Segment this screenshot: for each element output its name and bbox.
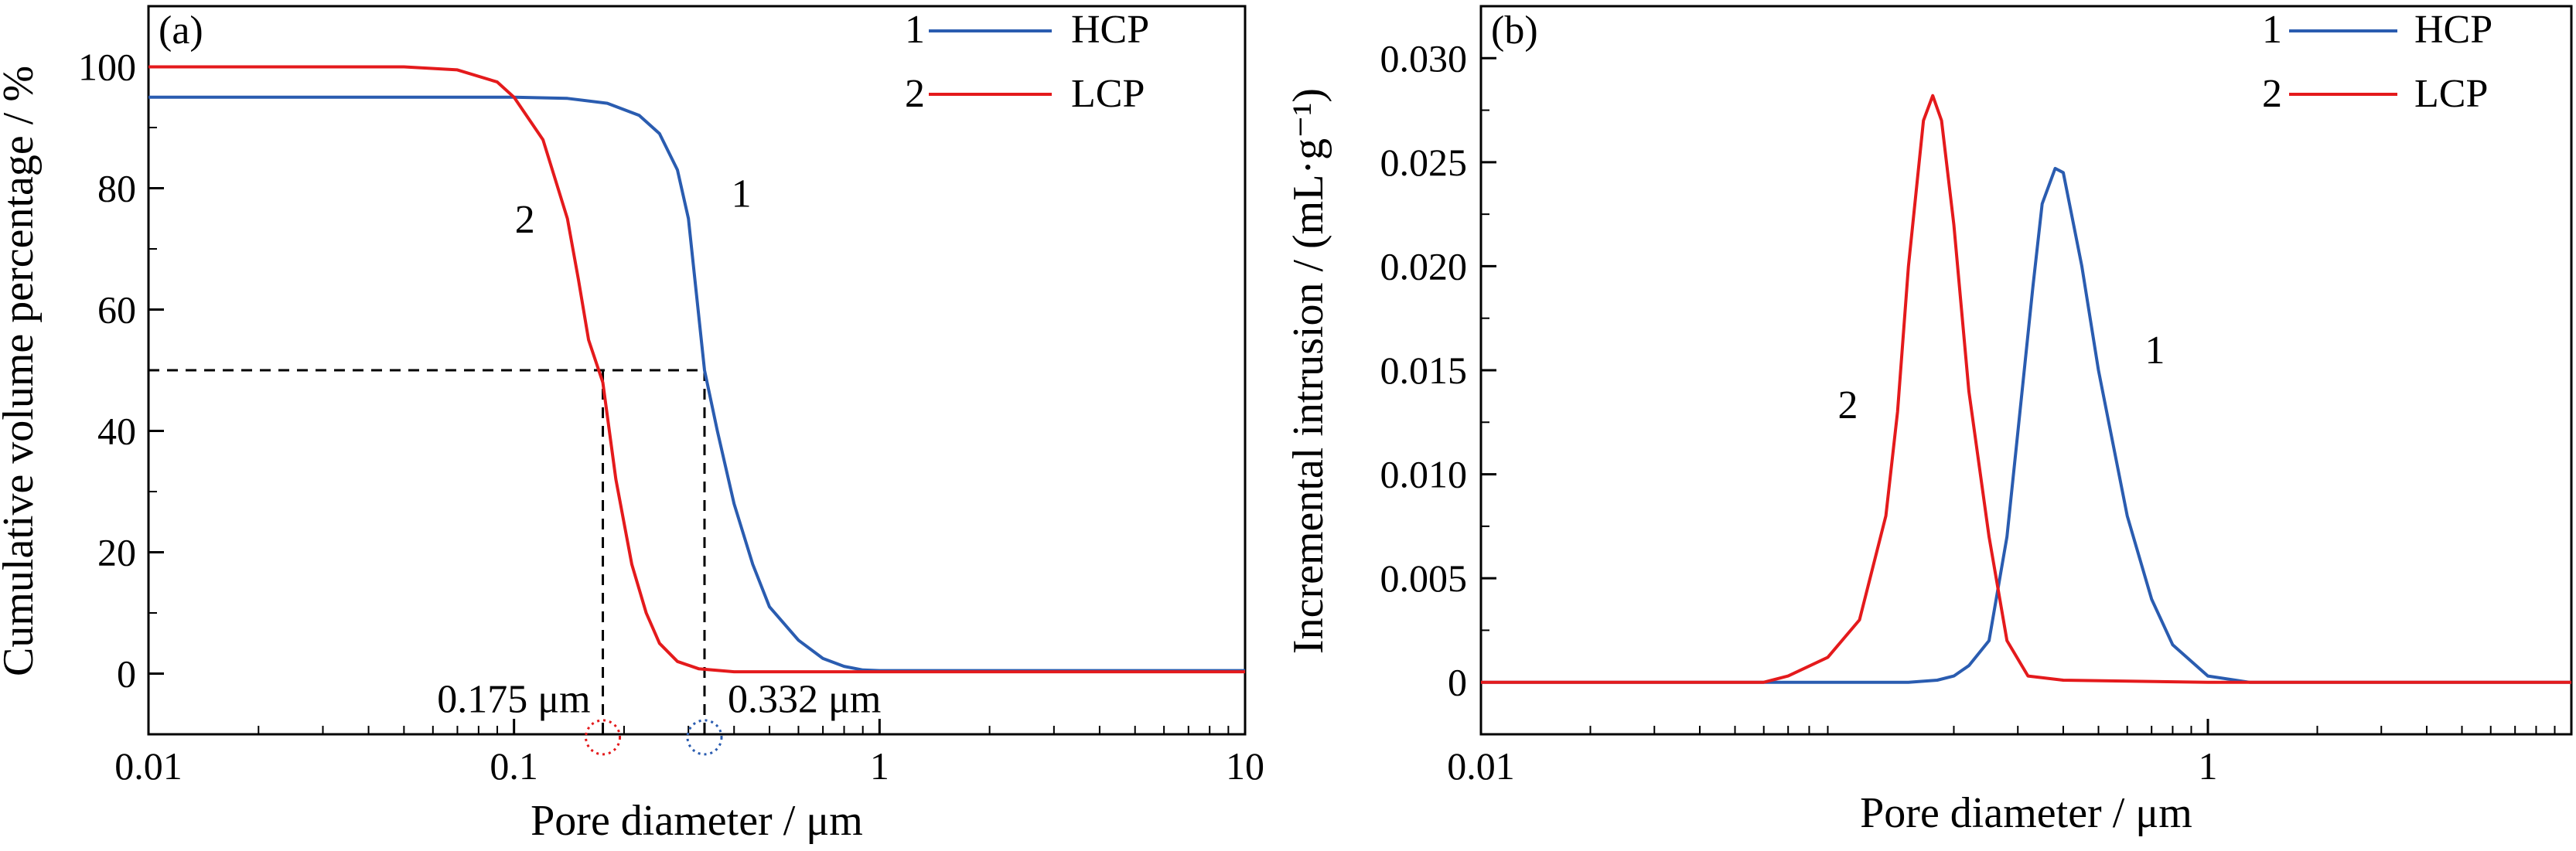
x-tick-label: 0.01	[1447, 744, 1515, 788]
legend-label-hcp: HCP	[2414, 8, 2492, 52]
legend-number-lcp: 2	[2262, 72, 2282, 116]
legend-label-hcp: HCP	[1071, 8, 1149, 52]
y-axis-title: Incremental intrusion / (mL·g⁻¹)	[1285, 88, 1332, 654]
y-tick-label: 0.025	[1380, 141, 1468, 184]
y-tick-label: 60	[97, 288, 136, 332]
y-tick-label: 100	[78, 46, 136, 89]
x-tick-label: 0.1	[490, 744, 538, 788]
panel-label: (b)	[1491, 9, 1538, 53]
curve-label-hcp: 1	[732, 172, 752, 216]
curve-label-hcp: 1	[2145, 328, 2165, 373]
x-tick-label: 1	[870, 744, 889, 788]
legend-number-hcp: 1	[905, 8, 925, 52]
x-axis-title: Pore diameter / μm	[531, 797, 863, 845]
series-line-lcp	[1481, 94, 2571, 684]
curve-label-lcp: 2	[515, 198, 535, 242]
y-tick-label: 0.030	[1380, 36, 1468, 80]
y-tick-label: 20	[97, 531, 136, 574]
curve-label-lcp: 2	[1838, 383, 1858, 427]
y-axis-title: Cumulative volume percentage / %	[0, 66, 43, 676]
y-tick-label: 0.020	[1380, 244, 1468, 288]
x-tick-label: 1	[2199, 744, 2218, 788]
y-tick-label: 0.005	[1380, 557, 1468, 600]
legend: 1 HCP 2 LCP	[2262, 8, 2492, 116]
x-tick-label: 0.01	[114, 744, 183, 788]
series-line-lcp	[148, 65, 1245, 674]
panel-label: (a)	[159, 9, 203, 53]
plot-frame	[1479, 5, 2573, 736]
x-tick-label: 10	[1226, 744, 1264, 788]
y-tick-label: 0.010	[1380, 453, 1468, 496]
legend-label-lcp: LCP	[2414, 72, 2488, 116]
series-line-hcp	[148, 95, 1245, 672]
legend-number-hcp: 1	[2262, 8, 2282, 52]
y-tick-label: 0.015	[1380, 349, 1468, 392]
y-tick-label: 0	[117, 652, 136, 696]
median-marker-lcp	[585, 719, 622, 756]
series-line-hcp	[1481, 166, 2571, 684]
legend: 1 HCP 2 LCP	[905, 8, 1149, 116]
median-marker-hcp	[686, 719, 723, 756]
annotation-hcp-median: 0.332 μm	[728, 677, 881, 721]
y-tick-label: 40	[97, 410, 136, 453]
x-axis-title: Pore diameter / μm	[1860, 789, 2192, 837]
legend-label-lcp: LCP	[1071, 72, 1145, 116]
y-tick-label: 80	[97, 167, 136, 210]
annotation-lcp-median: 0.175 μm	[437, 677, 590, 721]
y-tick-label: 0	[1448, 661, 1467, 704]
legend-number-lcp: 2	[905, 72, 925, 116]
